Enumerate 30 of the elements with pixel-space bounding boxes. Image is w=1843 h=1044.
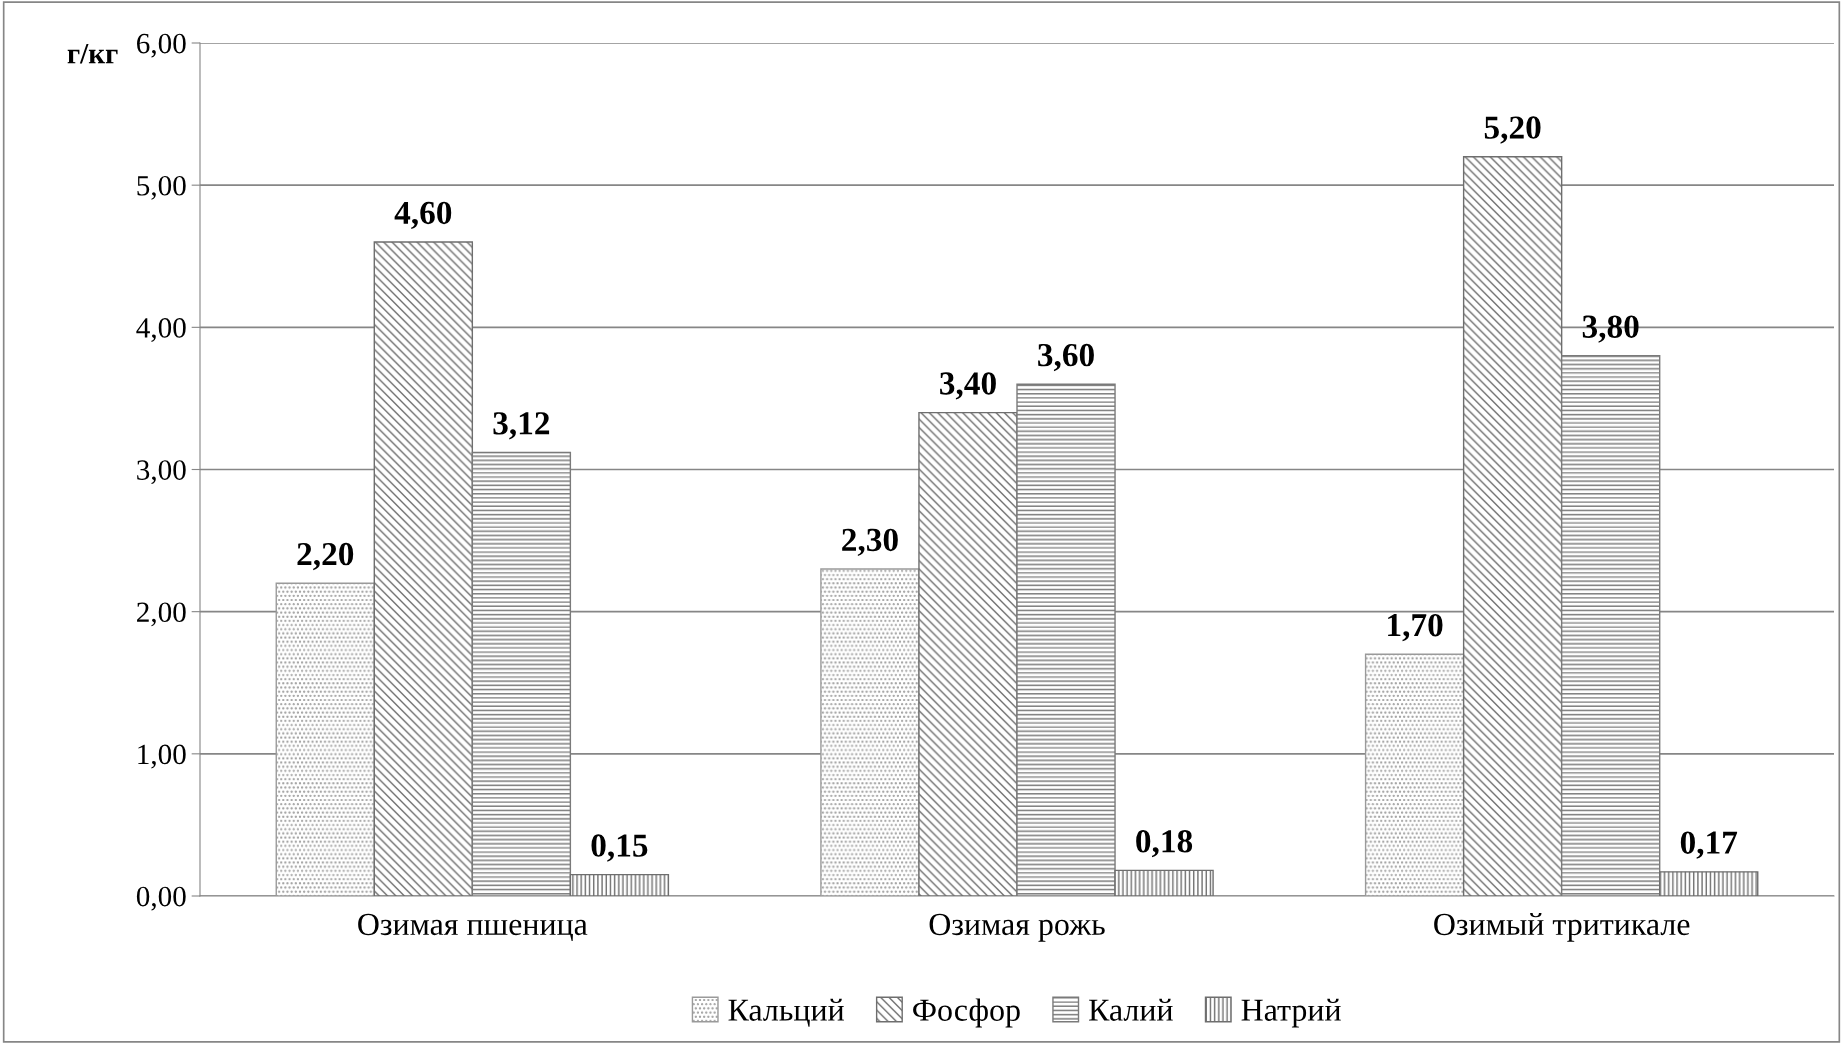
data-label: 5,20: [1484, 116, 1541, 144]
data-label: 0,15: [591, 834, 648, 862]
data-label: 0,17: [1680, 831, 1738, 859]
y-tick-label: 6,00: [137, 33, 186, 58]
bar: [820, 568, 920, 896]
data-label: 2,20: [297, 542, 354, 571]
legend-label: Кальций: [728, 998, 844, 1027]
data-label: 0,18: [1136, 830, 1193, 858]
y-tick-label: 3,00: [137, 460, 186, 485]
y-tick-label: 4,00: [136, 318, 186, 342]
y-tick-label: 0,00: [136, 886, 186, 911]
y-axis-title: г/кг: [67, 44, 118, 64]
data-label: 1,70: [1388, 613, 1443, 642]
bar: [275, 582, 375, 896]
y-tick-label: 5,00: [137, 175, 186, 200]
legend-label: Калий: [1089, 998, 1173, 1021]
data-label: 3,12: [493, 412, 550, 440]
y-tick-label: 1,00: [138, 744, 186, 769]
data-label: 3,40: [940, 372, 996, 400]
data-label: 3,80: [1582, 315, 1639, 343]
data-label: 2,30: [842, 528, 898, 556]
legend-label: Фосфор: [913, 998, 1020, 1028]
data-label: 3,60: [1038, 343, 1094, 372]
x-tick-label: Озимый тритикале: [1434, 912, 1690, 942]
data-label: 4,60: [394, 201, 452, 229]
bar: [1364, 653, 1465, 896]
x-tick-label: Озимая пшеница: [358, 913, 588, 942]
y-tick-label: 2,00: [137, 602, 186, 627]
x-tick-label: Озимая рожь: [929, 913, 1105, 942]
legend-label: Натрий: [1241, 998, 1341, 1028]
